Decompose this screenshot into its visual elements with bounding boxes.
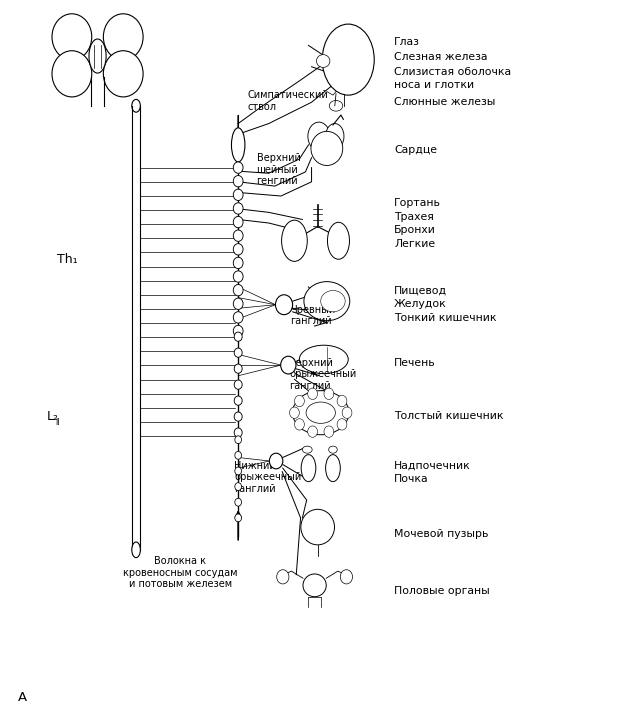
Ellipse shape bbox=[89, 39, 106, 73]
Ellipse shape bbox=[328, 222, 349, 259]
Ellipse shape bbox=[308, 122, 330, 150]
Text: Легкие: Легкие bbox=[394, 238, 435, 248]
Ellipse shape bbox=[234, 428, 242, 437]
Text: Трахея: Трахея bbox=[394, 212, 434, 222]
Ellipse shape bbox=[317, 54, 330, 67]
Ellipse shape bbox=[233, 257, 243, 268]
Ellipse shape bbox=[104, 14, 143, 60]
Ellipse shape bbox=[233, 230, 243, 241]
Ellipse shape bbox=[52, 51, 92, 97]
Circle shape bbox=[276, 570, 289, 584]
Ellipse shape bbox=[235, 498, 241, 506]
Text: Симпатический
ствол: Симпатический ствол bbox=[247, 90, 328, 112]
Text: Чревный
ганглий: Чревный ганглий bbox=[290, 304, 336, 326]
Ellipse shape bbox=[275, 295, 292, 314]
Ellipse shape bbox=[234, 380, 242, 390]
Ellipse shape bbox=[301, 455, 316, 482]
Text: Верхний
шейный
генглий: Верхний шейный генглий bbox=[257, 153, 300, 186]
Text: Глаз: Глаз bbox=[394, 37, 420, 47]
Ellipse shape bbox=[235, 514, 241, 522]
Ellipse shape bbox=[132, 100, 140, 112]
Text: Половые органы: Половые органы bbox=[394, 586, 490, 596]
Ellipse shape bbox=[299, 345, 348, 374]
Circle shape bbox=[337, 395, 347, 407]
Text: Волокна к
кровеносным сосудам
и потовым железем: Волокна к кровеносным сосудам и потовым … bbox=[123, 556, 238, 589]
Text: Печень: Печень bbox=[394, 358, 436, 368]
Circle shape bbox=[289, 407, 299, 418]
Text: Почка: Почка bbox=[394, 475, 429, 485]
Ellipse shape bbox=[234, 412, 242, 421]
Ellipse shape bbox=[281, 221, 307, 261]
Ellipse shape bbox=[233, 284, 243, 296]
Text: Тонкий кишечник: Тонкий кишечник bbox=[394, 312, 497, 322]
Ellipse shape bbox=[302, 446, 312, 453]
Text: Толстый кишечник: Толстый кишечник bbox=[394, 411, 503, 421]
Ellipse shape bbox=[270, 453, 283, 469]
Text: Сардце: Сардце bbox=[394, 145, 437, 155]
Ellipse shape bbox=[233, 298, 243, 309]
Text: Нижний
брыжеечный
ганглий: Нижний брыжеечный ганглий bbox=[234, 461, 301, 494]
Text: носа и глотки: носа и глотки bbox=[394, 80, 474, 90]
Ellipse shape bbox=[301, 509, 334, 545]
Ellipse shape bbox=[233, 162, 243, 173]
Text: II: II bbox=[55, 418, 59, 427]
Ellipse shape bbox=[233, 243, 243, 255]
Text: Верхний
брыжеечный
ганглий: Верхний брыжеечный ганглий bbox=[289, 358, 356, 391]
Ellipse shape bbox=[132, 542, 140, 558]
Ellipse shape bbox=[235, 436, 241, 444]
Circle shape bbox=[308, 388, 318, 400]
Ellipse shape bbox=[303, 574, 326, 596]
Ellipse shape bbox=[304, 281, 350, 321]
Ellipse shape bbox=[233, 203, 243, 214]
Text: Слизистая оболочка: Слизистая оболочка bbox=[394, 67, 511, 77]
Ellipse shape bbox=[104, 51, 143, 97]
Text: Th₁: Th₁ bbox=[57, 253, 77, 266]
Text: Слезная железа: Слезная железа bbox=[394, 52, 487, 62]
Text: Пищевод: Пищевод bbox=[394, 286, 447, 296]
Text: Мочевой пузырь: Мочевой пузырь bbox=[394, 529, 489, 539]
Text: А: А bbox=[18, 691, 27, 704]
Ellipse shape bbox=[233, 175, 243, 187]
Ellipse shape bbox=[233, 271, 243, 282]
Ellipse shape bbox=[233, 216, 243, 228]
Ellipse shape bbox=[231, 128, 245, 162]
Circle shape bbox=[294, 419, 304, 430]
Circle shape bbox=[342, 407, 352, 418]
Ellipse shape bbox=[326, 455, 341, 482]
Ellipse shape bbox=[321, 291, 345, 312]
Ellipse shape bbox=[306, 402, 336, 423]
Ellipse shape bbox=[281, 357, 296, 374]
Circle shape bbox=[324, 426, 334, 437]
Ellipse shape bbox=[234, 364, 242, 373]
Ellipse shape bbox=[233, 325, 243, 337]
Ellipse shape bbox=[233, 189, 243, 200]
Ellipse shape bbox=[234, 396, 242, 405]
Ellipse shape bbox=[234, 332, 242, 342]
Text: Слюнные железы: Слюнные железы bbox=[394, 97, 495, 107]
Ellipse shape bbox=[292, 391, 349, 435]
Text: Бронхи: Бронхи bbox=[394, 225, 436, 235]
Text: Надпочечник: Надпочечник bbox=[394, 461, 471, 471]
Ellipse shape bbox=[235, 483, 241, 490]
Ellipse shape bbox=[235, 451, 241, 459]
Circle shape bbox=[294, 395, 304, 407]
Ellipse shape bbox=[311, 131, 342, 165]
Ellipse shape bbox=[322, 24, 375, 95]
Text: Гортань: Гортань bbox=[394, 198, 441, 208]
Circle shape bbox=[324, 388, 334, 400]
Ellipse shape bbox=[329, 100, 342, 111]
Ellipse shape bbox=[52, 14, 92, 60]
Ellipse shape bbox=[235, 467, 241, 475]
Ellipse shape bbox=[326, 124, 344, 149]
Ellipse shape bbox=[234, 348, 242, 357]
Text: L₂: L₂ bbox=[47, 410, 59, 422]
Ellipse shape bbox=[329, 446, 337, 453]
Circle shape bbox=[341, 570, 352, 584]
Ellipse shape bbox=[233, 311, 243, 323]
Circle shape bbox=[308, 426, 318, 437]
Circle shape bbox=[337, 419, 347, 430]
Text: Желудок: Желудок bbox=[394, 299, 447, 309]
